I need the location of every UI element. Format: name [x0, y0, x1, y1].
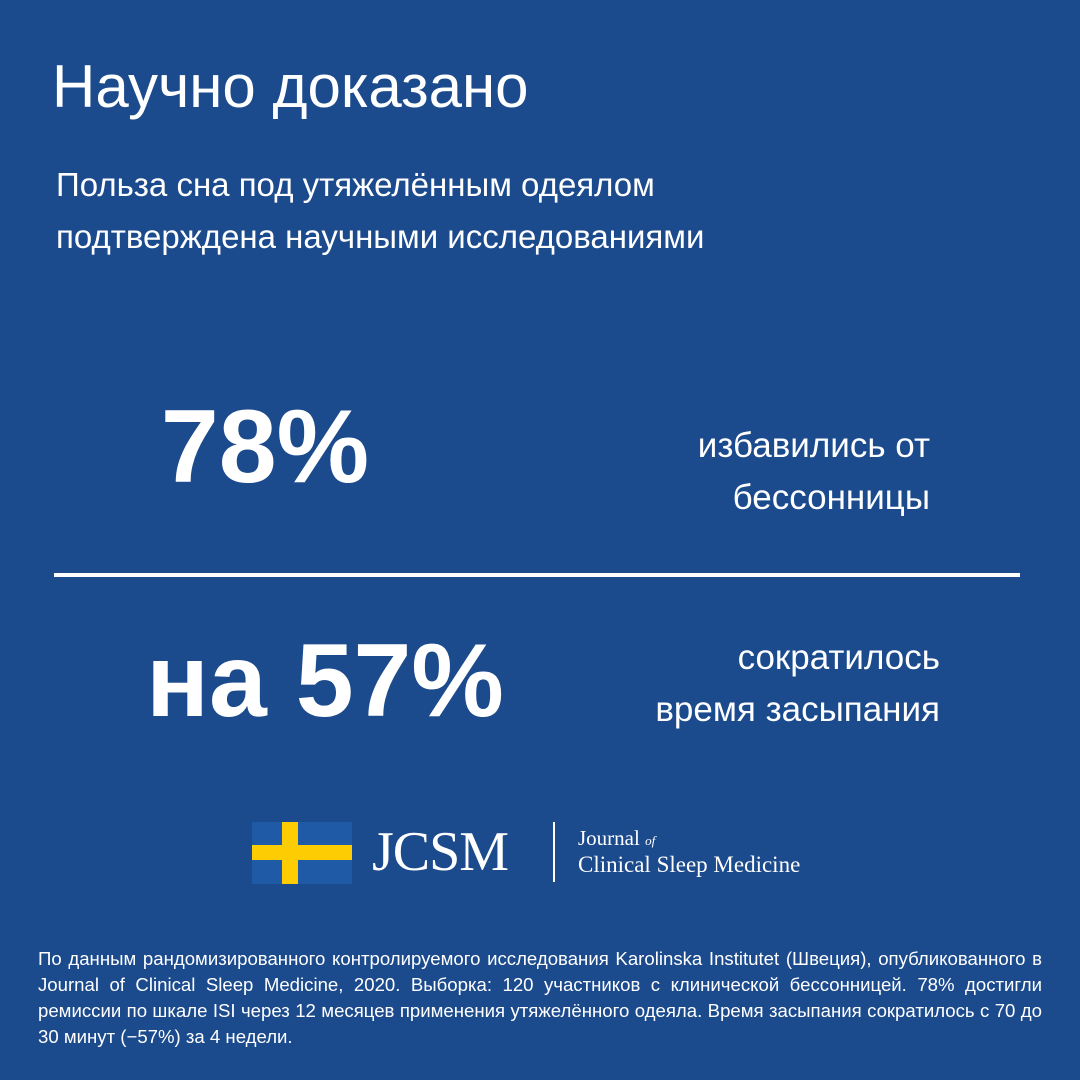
logo-of: of — [645, 833, 656, 848]
logo-journal: Journal of — [578, 826, 655, 851]
subtitle-line: Польза сна под утяжелённым одеялом — [56, 166, 655, 203]
divider — [54, 573, 1020, 577]
caption-line: время засыпания — [655, 690, 940, 729]
subtitle-line: подтверждена научными исследованиями — [56, 218, 705, 255]
logo-name: Clinical Sleep Medicine — [578, 852, 801, 877]
stat-caption: избавились от бессонницы — [698, 420, 930, 524]
stat-value: на 57% — [146, 623, 504, 739]
caption-line: сократилось — [737, 638, 940, 677]
title: Научно доказано — [52, 53, 529, 120]
logo-abbr: JCSM — [372, 821, 509, 883]
logo-separator — [553, 822, 555, 882]
sweden-flag — [252, 822, 352, 884]
stat-caption: сократилось время засыпания — [655, 632, 940, 736]
flag-cross — [252, 845, 352, 860]
caption-line: бессонницы — [732, 478, 930, 517]
logo-journal-word: Journal — [578, 826, 640, 850]
footnote: По данным рандомизированного контролируе… — [38, 948, 1042, 1047]
caption-line: избавились от — [697, 426, 930, 465]
stat-value: 78% — [160, 389, 370, 505]
